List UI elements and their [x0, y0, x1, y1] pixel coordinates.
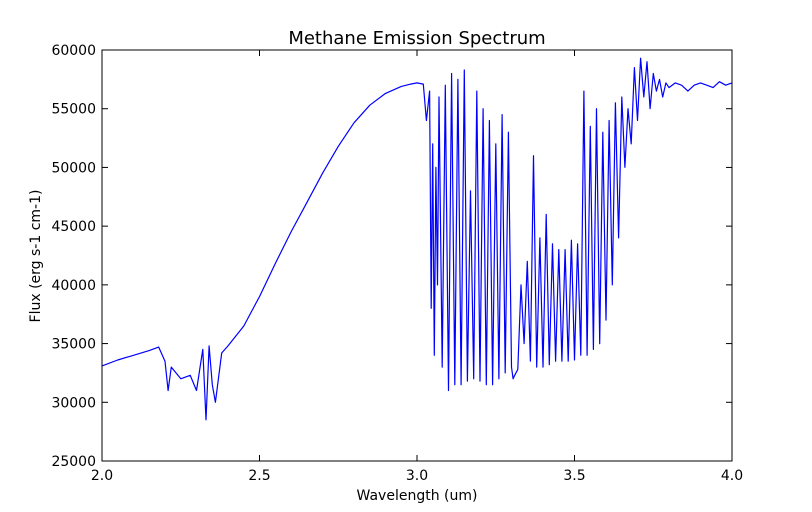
series-line: [101, 57, 733, 421]
y-tick-label: 25000: [51, 454, 96, 470]
y-tick-label: 30000: [51, 395, 96, 411]
plot-area: [101, 57, 733, 421]
x-tick-label: 4.0: [721, 468, 743, 484]
y-axis-label: Flux (erg s-1 cm-1): [28, 190, 44, 323]
y-tick-label: 40000: [51, 278, 96, 294]
chart-title: Methane Emission Spectrum: [288, 28, 545, 49]
y-tick-label: 60000: [51, 43, 96, 59]
x-tick-label: 2.0: [91, 468, 113, 484]
x-tick-label: 3.0: [406, 468, 428, 484]
x-tick-label: 2.5: [248, 468, 270, 484]
x-axis-label: Wavelength (um): [357, 488, 478, 504]
y-tick-label: 55000: [51, 102, 96, 118]
x-tick-label: 3.5: [563, 468, 585, 484]
plot-frame: [101, 49, 733, 462]
y-tick-label: 50000: [51, 160, 96, 176]
y-tick-label: 45000: [51, 219, 96, 235]
y-tick-label: 35000: [51, 337, 96, 353]
axis-tick-labels: 2.0 2.5 3.0 3.5 4.0 25000 30000 35000 40000 45000…: [51, 43, 743, 484]
